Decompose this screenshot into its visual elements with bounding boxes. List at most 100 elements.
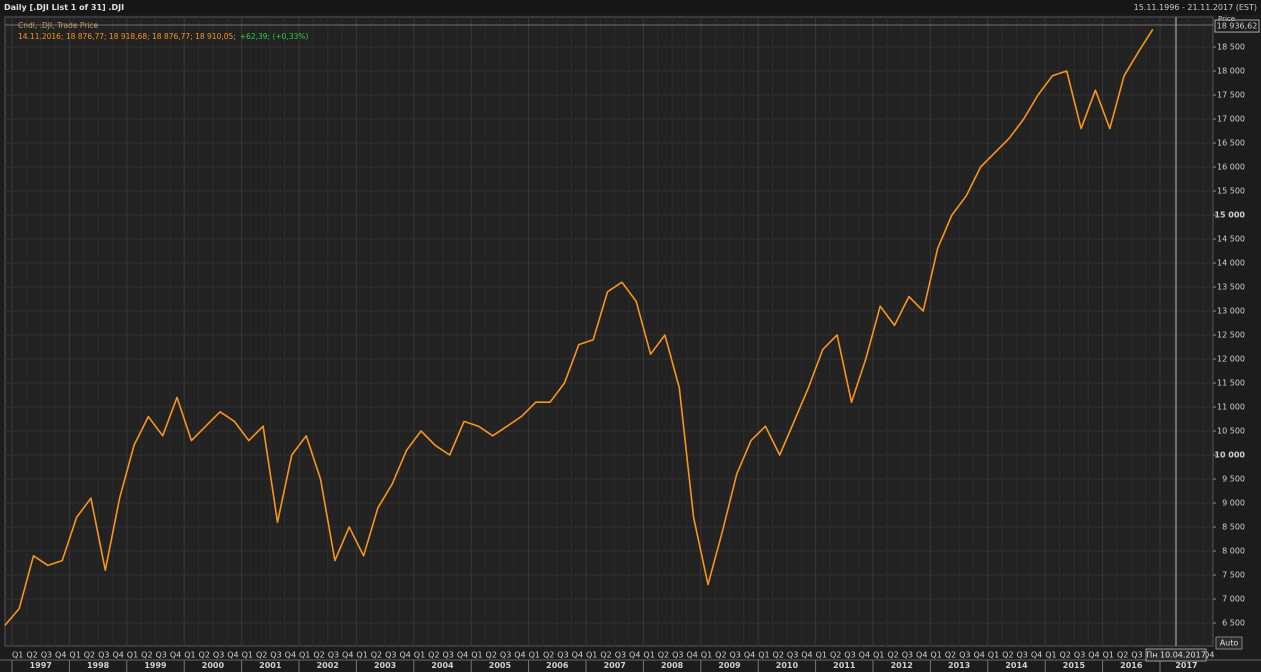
x-year-label: 2006 [546, 661, 569, 670]
x-quarter-label: Q3 [1074, 651, 1085, 660]
x-quarter-label: Q4 [973, 651, 984, 660]
x-quarter-label: Q4 [112, 651, 123, 660]
x-quarter-label: Q2 [486, 651, 497, 660]
scale-mode-button[interactable] [1215, 636, 1243, 650]
x-quarter-label: Q2 [84, 651, 95, 660]
y-tick-label: 12 500 [1217, 331, 1245, 340]
x-quarter-label: Q4 [170, 651, 181, 660]
x-quarter-label: Q1 [1103, 651, 1114, 660]
x-year-label: 2005 [489, 661, 512, 670]
x-year-label: 2008 [661, 661, 684, 670]
x-quarter-label: Q3 [328, 651, 339, 660]
y-tick-label: 11 500 [1217, 379, 1245, 388]
cursor-date: Пн 10.04.2017 [1146, 651, 1206, 660]
cursor-date-box [1145, 648, 1207, 662]
x-quarter-label: Q2 [141, 651, 152, 660]
x-quarter-label: Q2 [371, 651, 382, 660]
x-quarter-label: Q3 [385, 651, 396, 660]
chart-title: Daily [.DJI List 1 of 31] .DJI [4, 3, 124, 12]
x-quarter-label: Q4 [801, 651, 812, 660]
x-quarter-label: Q2 [26, 651, 37, 660]
y-tick-label: 18 500 [1217, 43, 1245, 52]
y-axis-label: Price [1218, 15, 1235, 23]
x-quarter-label: Q3 [213, 651, 224, 660]
scale-mode[interactable]: Auto [1220, 639, 1239, 648]
y-tick-label: 16 500 [1217, 139, 1245, 148]
x-quarter-label: Q2 [199, 651, 210, 660]
x-quarter-label: Q2 [887, 651, 898, 660]
x-quarter-label: Q4 [227, 651, 238, 660]
x-quarter-label: Q3 [557, 651, 568, 660]
x-year-label: 2002 [317, 661, 339, 670]
x-quarter-label: Q3 [787, 651, 798, 660]
legend-entry: Cndl, .DJI, Trade Price [18, 21, 99, 30]
x-quarter-label: Q4 [1203, 651, 1214, 660]
x-quarter-label: Q3 [959, 651, 970, 660]
last-price-label: 18 936,62 [1217, 22, 1258, 31]
x-quarter-label: Q2 [830, 651, 841, 660]
x-year-label: 1998 [87, 661, 110, 670]
x-year-label: 2003 [374, 661, 396, 670]
x-quarter-label: Q2 [1002, 651, 1013, 660]
y-tick-label: 17 000 [1217, 115, 1245, 124]
x-year-label: 2007 [604, 661, 626, 670]
y-tick-label: 15 000 [1214, 211, 1245, 220]
y-tick-label: 13 000 [1217, 307, 1245, 316]
y-tick-label: 9 500 [1222, 475, 1245, 484]
header-bar [0, 0, 1261, 15]
x-quarter-label: Q3 [156, 651, 167, 660]
x-quarter-label: Q4 [285, 651, 296, 660]
x-quarter-label: Q3 [98, 651, 109, 660]
x-quarter-label: Q1 [758, 651, 769, 660]
x-quarter-label: Q1 [643, 651, 654, 660]
grid [5, 17, 1213, 646]
x-year-label: 2004 [431, 661, 454, 670]
x-year-label: 2014 [1005, 661, 1028, 670]
x-quarter-label: Q1 [586, 651, 597, 660]
legend-values: 14.11.2016; 18 876,77; 18 918,68; 18 876… [18, 32, 236, 41]
x-quarter-label: Q2 [543, 651, 554, 660]
x-year-label: 2013 [948, 661, 970, 670]
y-tick-label: 8 500 [1222, 523, 1245, 532]
x-year-label: 2011 [833, 661, 856, 670]
x-quarter-label: Q4 [572, 651, 583, 660]
x-quarter-label: Q1 [529, 651, 540, 660]
x-quarter-label: Q3 [270, 651, 281, 660]
x-quarter-label: Q3 [615, 651, 626, 660]
y-tick-label: 10 000 [1214, 451, 1245, 460]
legend-change: +62,39; (+0,33%) [240, 32, 309, 41]
x-quarter-label: Q1 [12, 651, 23, 660]
plot [4, 28, 1154, 627]
x-year-label: 2009 [718, 661, 741, 670]
y-tick-label: 7 000 [1222, 595, 1245, 604]
x-quarter-label: Q3 [1017, 651, 1028, 660]
x-quarter-label: Q3 [672, 651, 683, 660]
x-quarter-label: Q4 [342, 651, 353, 660]
x-quarter-label: Q1 [816, 651, 827, 660]
y-tick-label: 14 000 [1217, 259, 1245, 268]
y-tick-label: 15 500 [1217, 187, 1245, 196]
y-tick-label: 14 500 [1217, 235, 1245, 244]
x-year-label: 1997 [30, 661, 52, 670]
x-quarter-label: Q2 [428, 651, 439, 660]
y-tick-label: 10 500 [1217, 427, 1245, 436]
x-year-label: 2017 [1175, 661, 1197, 670]
x-quarter-label: Q1 [988, 651, 999, 660]
x-quarter-label: Q1 [69, 651, 80, 660]
x-quarter-label: Q4 [55, 651, 66, 660]
x-quarter-label: Q1 [414, 651, 425, 660]
plot-area [4, 16, 1214, 647]
x-quarter-label: Q1 [356, 651, 367, 660]
y-tick-label: 16 000 [1217, 163, 1245, 172]
y-tick-label: 8 000 [1222, 547, 1245, 556]
x-quarter-label: Q2 [715, 651, 726, 660]
x-quarter-label: Q2 [256, 651, 267, 660]
x-year-label: 1999 [144, 661, 167, 670]
date-range: 15.11.1996 - 21.11.2017 (EST) [1134, 3, 1257, 12]
x-quarter-label: Q3 [443, 651, 454, 660]
x-quarter-label: Q1 [242, 651, 253, 660]
x-year-label: 2001 [259, 661, 282, 670]
x-year-label: 2012 [891, 661, 913, 670]
y-tick-label: 18 000 [1217, 67, 1245, 76]
